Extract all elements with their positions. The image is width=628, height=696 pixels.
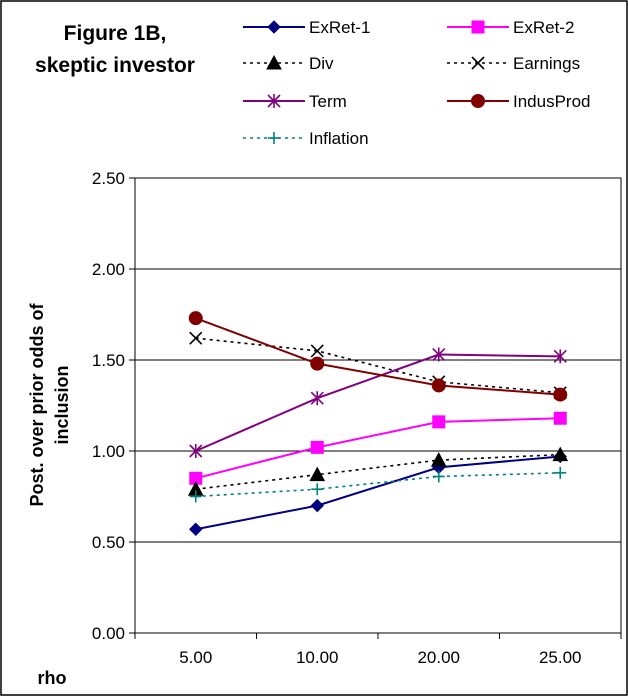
series-term — [189, 347, 567, 458]
series-div — [187, 446, 569, 496]
legend-label: ExRet-1 — [309, 18, 370, 37]
x-tick-label: 25.00 — [539, 648, 582, 667]
legend-label: Earnings — [513, 54, 580, 73]
data-point-term — [189, 444, 203, 458]
data-point-div — [552, 446, 569, 462]
legend-marker — [266, 54, 282, 70]
x-ticks: 5.00 10.00 20.00 25.00 — [134, 633, 622, 667]
series-line-earnings — [195, 337, 561, 394]
legend-item-div: Div — [243, 54, 334, 73]
x-axis-label: rho — [38, 668, 67, 688]
y-tick-label: 2.00 — [92, 260, 125, 279]
data-point-exret-2 — [310, 440, 324, 454]
data-point-div — [309, 466, 326, 482]
data-point-inflation — [432, 470, 445, 483]
chart-title-line1: Figure 1B, — [64, 22, 167, 45]
data-point-inflation — [554, 466, 567, 479]
legend-item-indusprod: IndusProd — [447, 92, 591, 111]
series-line-exret-1 — [195, 455, 561, 531]
series-layer — [187, 311, 569, 536]
legend-marker — [471, 94, 485, 108]
legend: ExRet-1 ExRet-2 Div Earnings Term IndusProd In… — [243, 18, 591, 148]
series-indusprod — [188, 311, 568, 402]
y-tick-label: 1.50 — [92, 351, 125, 370]
y-axis-label-line2: inclusion — [52, 365, 72, 444]
y-tick-label: 0.00 — [92, 624, 125, 643]
chart-title-line2: skeptic investor — [35, 54, 195, 77]
legend-item-inflation: Inflation — [243, 129, 369, 148]
series-line-indusprod — [195, 317, 561, 396]
data-point-exret-2 — [553, 411, 567, 425]
data-point-exret-1 — [189, 522, 203, 536]
series-exret-2 — [189, 411, 567, 485]
x-tick-label: 10.00 — [296, 648, 339, 667]
data-point-indusprod — [431, 378, 446, 393]
data-point-earnings — [310, 344, 324, 358]
legend-label: Term — [309, 92, 347, 111]
series-line-div — [195, 453, 561, 491]
y-tick-label: 0.50 — [92, 533, 125, 552]
data-point-inflation — [189, 490, 202, 503]
data-point-inflation — [311, 483, 324, 496]
legend-marker — [471, 56, 485, 70]
y-ticks: 0.00 0.50 1.00 1.50 2.00 2.50 — [92, 169, 135, 643]
series-line-term — [195, 353, 561, 452]
series-line-inflation — [195, 472, 561, 498]
legend-marker — [268, 132, 280, 144]
data-point-indusprod — [553, 387, 568, 402]
y-tick-label: 2.50 — [92, 169, 125, 188]
legend-marker — [267, 20, 281, 34]
y-axis-label-line1: Post. over prior odds of — [27, 302, 47, 506]
data-point-term — [553, 349, 567, 364]
data-point-indusprod — [310, 356, 325, 371]
gridlines — [135, 268, 621, 543]
data-point-div — [430, 452, 447, 467]
legend-item-exret-1: ExRet-1 — [243, 18, 370, 37]
legend-marker — [471, 20, 485, 34]
data-point-indusprod — [188, 311, 203, 326]
legend-label: IndusProd — [513, 92, 591, 111]
data-point-exret-2 — [432, 415, 446, 429]
x-tick-label: 20.00 — [417, 648, 460, 667]
legend-marker — [267, 94, 281, 108]
data-point-exret-1 — [310, 498, 324, 513]
legend-label: Inflation — [309, 129, 369, 148]
x-tick-label: 5.00 — [179, 648, 212, 667]
legend-label: ExRet-2 — [513, 18, 574, 37]
data-point-term — [432, 347, 446, 362]
legend-item-exret-2: ExRet-2 — [447, 18, 574, 37]
legend-item-earnings: Earnings — [447, 54, 580, 73]
series-inflation — [189, 466, 567, 503]
y-tick-label: 1.00 — [92, 442, 125, 461]
data-point-earnings — [189, 331, 203, 345]
series-line-exret-2 — [195, 417, 561, 480]
legend-label: Div — [309, 54, 334, 73]
data-point-term — [310, 391, 324, 406]
legend-item-term: Term — [243, 92, 347, 111]
